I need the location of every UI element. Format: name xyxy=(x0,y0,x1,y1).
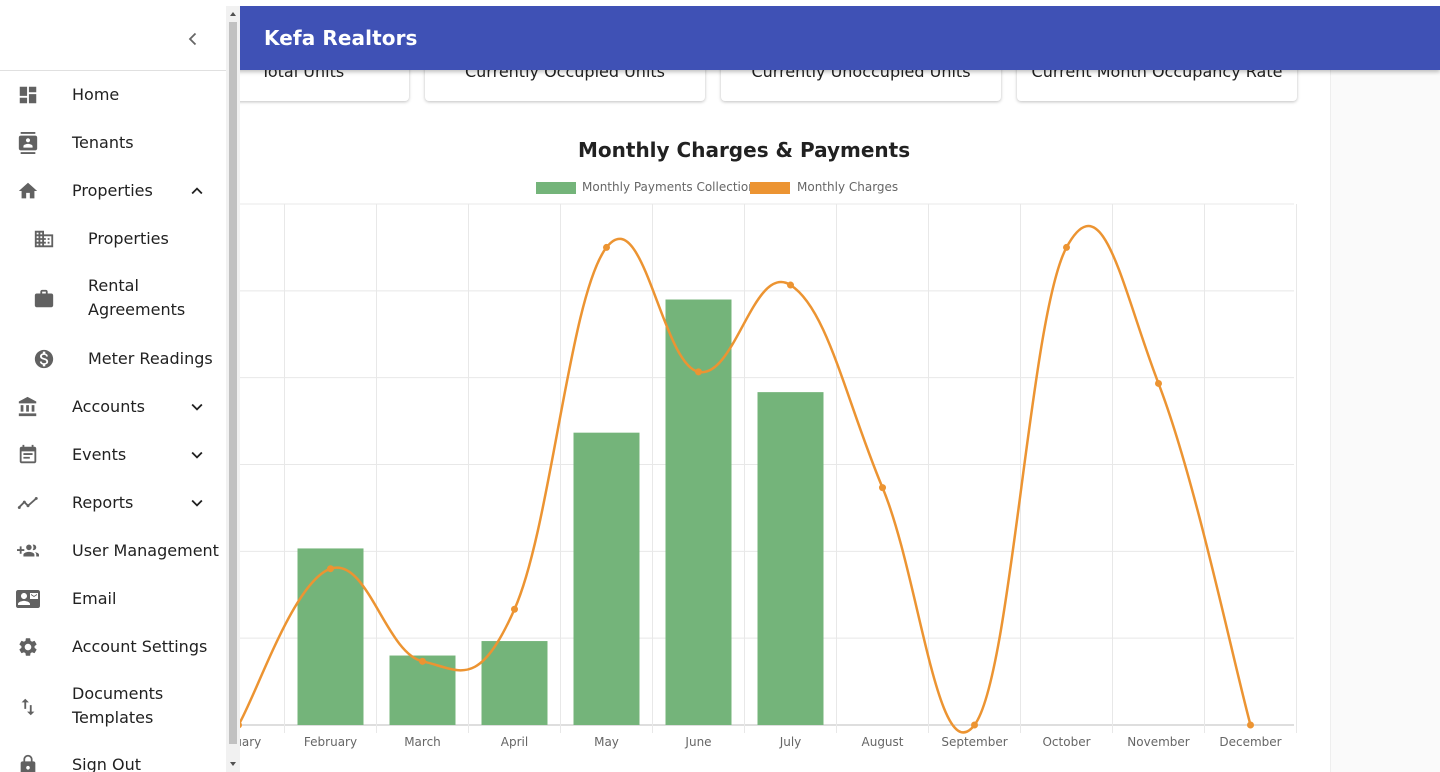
nav-item-sign-out[interactable]: Sign Out xyxy=(0,743,226,772)
bank-icon xyxy=(18,396,37,417)
chevron-up-icon xyxy=(191,187,203,195)
drawer-scrollbar[interactable] xyxy=(226,6,240,772)
nav-drawer: Home Tenants Properties Properties Renta… xyxy=(0,6,226,772)
nav-item-label: Email xyxy=(72,589,117,608)
nav-item-label: Rental Agreements xyxy=(88,276,186,319)
nav-item-label: Accounts xyxy=(72,397,145,416)
trending-icon xyxy=(17,496,38,510)
nav-item-label: Account Settings xyxy=(72,637,208,656)
gear-icon xyxy=(19,638,37,656)
bar-payments xyxy=(297,548,364,725)
nav-item-home[interactable]: Home xyxy=(0,71,226,119)
nav-item-label: Home xyxy=(72,85,120,104)
building-icon xyxy=(34,230,54,248)
nav-item-user-management[interactable]: User Management xyxy=(0,527,226,575)
point-charges xyxy=(327,565,334,573)
point-charges xyxy=(695,368,702,376)
contacts-icon xyxy=(18,132,38,154)
nav-item-meter-readings[interactable]: Meter Readings xyxy=(0,335,226,383)
x-tick-label: June xyxy=(684,735,711,749)
group-add-icon xyxy=(17,544,39,557)
nav-item-accounts[interactable]: Accounts xyxy=(0,383,226,431)
dollar-icon xyxy=(34,349,54,369)
chevron-left-icon xyxy=(188,32,197,46)
drawer-header xyxy=(0,6,226,71)
bar-payments xyxy=(389,655,456,725)
chevron-down-icon xyxy=(191,451,203,459)
nav-item-account-settings[interactable]: Account Settings xyxy=(0,623,226,671)
contact-mail-icon xyxy=(16,590,40,608)
nav-item-tenants[interactable]: Tenants xyxy=(0,119,226,167)
legend-label-payments[interactable]: Monthly Payments Collection xyxy=(582,180,756,194)
scroll-down-arrow-icon[interactable] xyxy=(229,760,237,768)
point-charges xyxy=(971,721,978,729)
nav-item-properties[interactable]: Properties xyxy=(0,167,226,215)
bar-payments xyxy=(481,641,548,725)
point-charges xyxy=(1155,379,1162,387)
nav-item-label: Events xyxy=(72,445,127,464)
right-gutter xyxy=(1330,0,1440,772)
nav-item-rental-agreements[interactable]: Rental Agreements xyxy=(0,263,226,335)
legend-label-charges[interactable]: Monthly Charges xyxy=(797,180,899,194)
point-charges xyxy=(787,281,794,289)
collapse-drawer-button[interactable] xyxy=(180,26,206,52)
app-bar: Kefa Realtors xyxy=(226,6,1440,70)
bar-payments xyxy=(573,432,640,725)
home-icon xyxy=(18,182,38,199)
x-tick-label: March xyxy=(404,735,441,749)
point-charges xyxy=(419,657,426,665)
app-title: Kefa Realtors xyxy=(264,26,418,50)
nav-item-documents-templates[interactable]: Documents Templates xyxy=(0,671,226,743)
x-tick-label: February xyxy=(304,735,357,749)
x-tick-label: May xyxy=(594,735,619,749)
x-tick-label: August xyxy=(862,735,904,749)
nav-item-label: User Management xyxy=(72,541,219,560)
nav-item-email[interactable]: Email xyxy=(0,575,226,623)
lock-icon xyxy=(20,754,36,772)
point-charges xyxy=(1063,243,1070,251)
scrollbar-thumb[interactable] xyxy=(229,22,237,744)
x-tick-label: September xyxy=(941,735,1007,749)
nav-item-reports[interactable]: Reports xyxy=(0,479,226,527)
nav-item-label: Sign Out xyxy=(72,755,141,772)
x-tick-label: April xyxy=(501,735,528,749)
chevron-down-icon xyxy=(191,499,203,507)
window-top-edge xyxy=(0,0,1440,6)
x-tick-label: July xyxy=(779,735,802,749)
legend-swatch-payments[interactable] xyxy=(536,182,576,194)
x-tick-label: October xyxy=(1042,735,1090,749)
bar-payments xyxy=(757,392,824,725)
nav-item-label: Reports xyxy=(72,493,134,512)
bar-payments xyxy=(665,299,732,725)
point-charges xyxy=(1247,721,1254,729)
briefcase-icon xyxy=(34,289,54,308)
nav-item-events[interactable]: Events xyxy=(0,431,226,479)
x-tick-label: December xyxy=(1219,735,1281,749)
scroll-up-arrow-icon[interactable] xyxy=(229,10,237,18)
nav-item-label: Documents Templates xyxy=(72,684,164,727)
chart-title: Monthly Charges & Payments xyxy=(578,138,911,162)
dashboard-icon xyxy=(19,86,37,104)
nav-item-properties-list[interactable]: Properties xyxy=(0,215,226,263)
legend-swatch-charges[interactable] xyxy=(750,182,790,194)
calendar-icon xyxy=(19,444,37,464)
point-charges xyxy=(603,243,610,251)
point-charges xyxy=(879,484,886,492)
point-charges xyxy=(511,605,518,613)
chevron-down-icon xyxy=(191,403,203,411)
nav-item-label: Tenants xyxy=(72,133,134,152)
swap-vert-icon xyxy=(21,698,35,716)
nav-item-label: Properties xyxy=(88,229,169,248)
x-tick-label: November xyxy=(1127,735,1189,749)
nav-item-label: Meter Readings xyxy=(88,349,213,368)
nav-item-label: Properties xyxy=(72,181,153,200)
